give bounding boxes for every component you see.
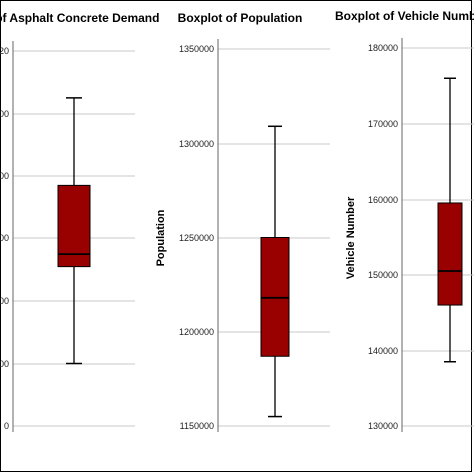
panel-title: Boxplot of Population [178,11,303,25]
y-tick-label: 1200000 [179,327,214,337]
iqr-box [437,202,463,306]
y-tick-label: 1350000 [179,44,214,54]
y-axis-label: Population [155,209,167,266]
y-tick-label: 170000 [368,119,398,129]
y-tick-label: 130000 [368,421,398,431]
iqr-box [260,237,290,357]
y-tick-label: 1150000 [180,421,214,431]
panel-title: Boxplot of Vehicle Numbe [335,9,474,23]
y-tick-label: 00 [0,109,9,119]
iqr-box [57,184,91,268]
y-tick-label: 00 [0,359,9,369]
y-tick-label: 140000 [368,346,398,356]
y-tick-label: 150000 [368,270,398,280]
y-tick-label: 00 [0,296,9,306]
y-tick-label: 00 [0,171,9,181]
y-tick-label: 160000 [368,195,398,205]
y-tick-label: 180000 [368,43,398,53]
y-tick-label: 1300000 [179,139,214,149]
y-tick-label: 20 [0,46,9,56]
y-tick-label: 00 [0,233,9,243]
y-tick-label: 0 [4,421,9,431]
y-axis-label: Vehicle Number [345,196,357,279]
y-tick-label: 1250000 [179,233,214,243]
panel-title: ot of Asphalt Concrete Demand [0,11,159,25]
